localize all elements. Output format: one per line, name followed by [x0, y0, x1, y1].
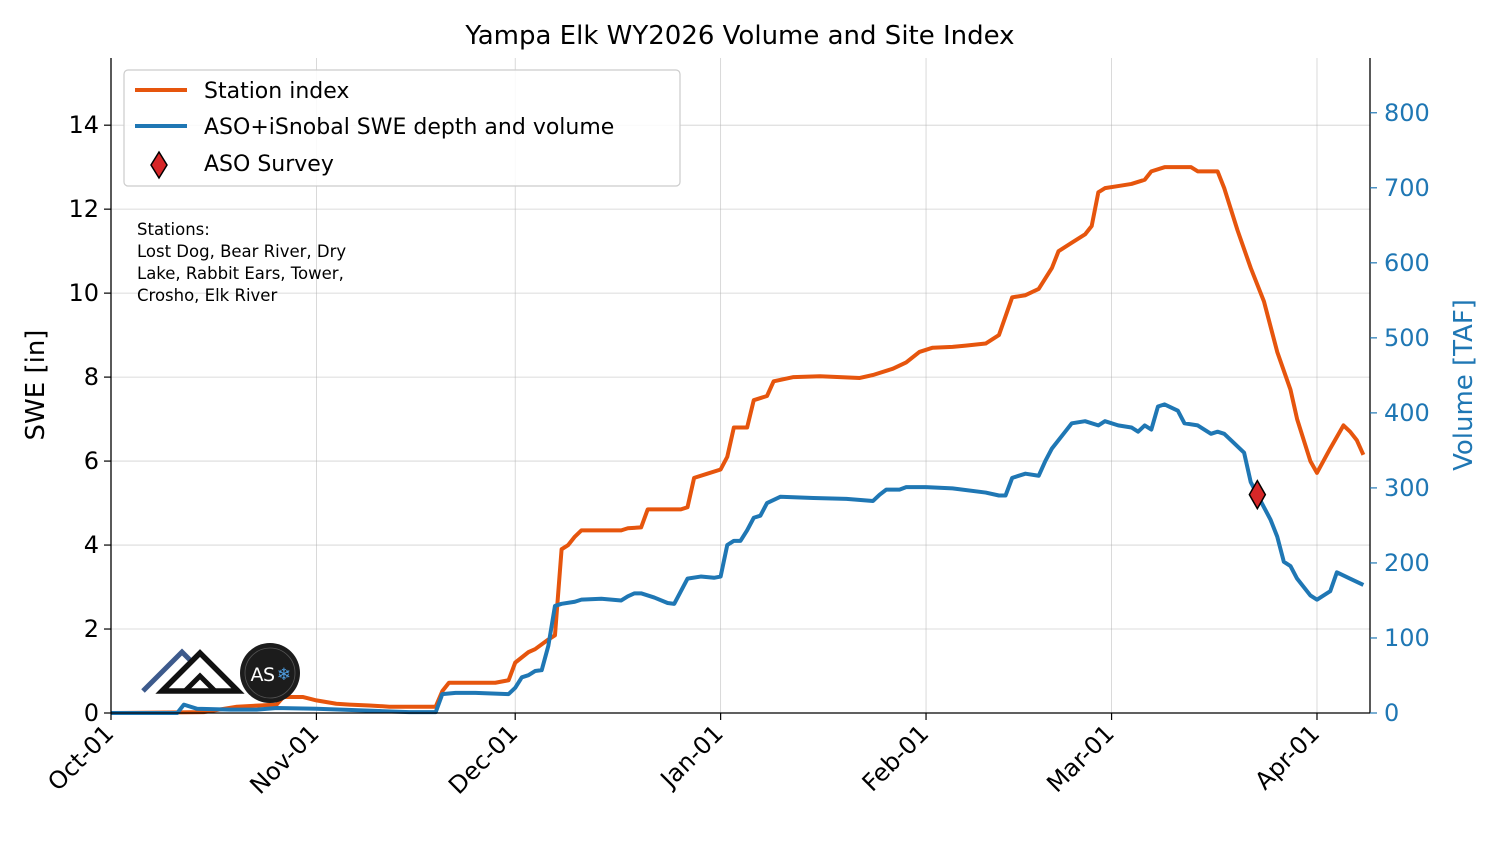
legend-label-aso-isnobal: ASO+iSnobal SWE depth and volume [204, 115, 614, 140]
x-tick-label: Jan-01 [654, 719, 729, 794]
x-tick-label: Dec-01 [443, 719, 523, 799]
aso-survey-marker [1248, 479, 1267, 511]
chart-title: Yampa Elk WY2026 Volume and Site Index [464, 21, 1014, 51]
aso-logo: A S ❄ [240, 643, 300, 703]
y-tick-label: 14 [68, 111, 99, 139]
grid [110, 58, 1370, 714]
x-tick-label: Feb-01 [857, 719, 935, 797]
legend-label-station-index: Station index [204, 79, 349, 104]
legend: Station index ASO+iSnobal SWE depth and … [123, 69, 681, 187]
y-right-tick-label: 0 [1384, 699, 1399, 727]
mountain-logo [141, 648, 245, 694]
legend-label-aso-survey: ASO Survey [204, 152, 334, 177]
y-right-tick-label: 400 [1384, 399, 1430, 427]
y-right-tick-label: 300 [1384, 474, 1430, 502]
y-axis-right: 0 100 200 300 400 500 600 700 800 [1370, 99, 1430, 727]
x-axis: Oct-01 Nov-01 Dec-01 Jan-01 Feb-01 Mar-01 Apr-… [42, 713, 1325, 800]
x-tick-label: Nov-01 [244, 719, 324, 799]
y-tick-label: 12 [68, 195, 99, 223]
stations-annotation: Stations: Lost Dog, Bear River, Dry Lake… [137, 220, 346, 305]
y-tick-label: 6 [84, 447, 99, 475]
svg-text:❄: ❄ [277, 665, 291, 685]
y-right-tick-label: 100 [1384, 624, 1430, 652]
y-right-tick-label: 600 [1384, 249, 1430, 277]
annotation-line-2: Lost Dog, Bear River, Dry [137, 242, 346, 261]
svg-text:A: A [251, 664, 264, 686]
y-right-tick-label: 800 [1384, 99, 1430, 127]
y-tick-label: 4 [84, 531, 99, 559]
annotation-line-4: Crosho, Elk River [137, 286, 277, 305]
axes [110, 58, 1371, 714]
legend-box [123, 69, 681, 187]
y-right-tick-label: 200 [1384, 549, 1430, 577]
y-axis-right-label: Volume [TAF] [1449, 299, 1479, 471]
x-tick-label: Mar-01 [1041, 719, 1119, 797]
y-tick-label: 10 [68, 279, 99, 307]
legend-swatch-aso-survey [150, 150, 168, 180]
x-tick-label: Apr-01 [1249, 719, 1325, 795]
y-axis-left: 0 2 4 6 8 10 12 14 [68, 111, 111, 727]
y-right-tick-label: 700 [1384, 174, 1430, 202]
series-line-station-index [110, 165, 1366, 715]
annotation-line-1: Stations: [137, 220, 210, 239]
y-axis-label: SWE [in] [21, 330, 51, 441]
x-tick-label: Oct-01 [42, 719, 119, 796]
y-right-tick-label: 500 [1384, 324, 1430, 352]
y-tick-label: 0 [84, 699, 99, 727]
series-line-aso-isnobal [111, 402, 1365, 715]
annotation-line-3: Lake, Rabbit Ears, Tower, [137, 264, 344, 283]
y-tick-label: 2 [84, 615, 99, 643]
svg-text:S: S [263, 664, 275, 686]
series-layer [110, 165, 1366, 715]
y-tick-label: 8 [84, 363, 99, 391]
